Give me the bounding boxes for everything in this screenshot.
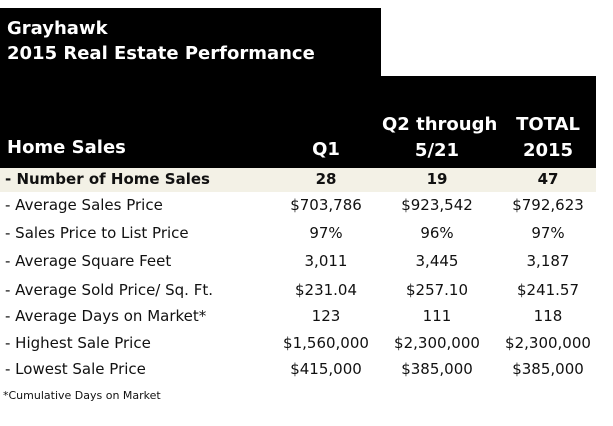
cell-q2: 19 [426, 170, 448, 188]
column-header-q1-text: Q1 [312, 139, 340, 160]
cell-total: $2,300,000 [505, 334, 591, 352]
table-row: - Sales Price to List Price 97% 96% 97% [0, 220, 596, 248]
column-header-q1: Q1 [271, 137, 381, 163]
cell-q1: 97% [309, 224, 343, 242]
cell-q2: 111 [422, 307, 452, 325]
row-label: - Sales Price to List Price [5, 224, 189, 242]
column-header-q2-line1: Q2 through [382, 114, 498, 135]
cell-q2: $2,300,000 [394, 334, 480, 352]
report-title: 2015 Real Estate Performance [7, 43, 315, 64]
row-label: - Number of Home Sales [5, 170, 210, 188]
cell-q2: $385,000 [401, 360, 473, 378]
table-row: - Lowest Sale Price $415,000 $385,000 $3… [0, 356, 596, 384]
cell-total: $241.57 [516, 281, 580, 299]
column-header-total-line1: TOTAL [516, 114, 580, 135]
cell-q1: 28 [315, 170, 337, 188]
row-label: - Lowest Sale Price [5, 360, 146, 378]
highlight-row-background [0, 168, 596, 192]
table-row: - Highest Sale Price $1,560,000 $2,300,0… [0, 330, 596, 358]
cell-total: $385,000 [512, 360, 584, 378]
cell-q2: $257.10 [405, 281, 469, 299]
cell-total: $792,623 [512, 196, 584, 214]
cell-total: 118 [533, 307, 563, 325]
row-label: - Average Square Feet [5, 252, 172, 270]
cell-q1: $231.04 [294, 281, 358, 299]
row-label: - Average Sales Price [5, 196, 163, 214]
row-header-label: Home Sales [7, 137, 126, 158]
cell-q2: 3,445 [415, 252, 459, 270]
table-row: - Average Square Feet 3,011 3,445 3,187 [0, 248, 596, 276]
cell-q2: 96% [420, 224, 454, 242]
column-header-total: TOTAL 2015 [493, 112, 603, 164]
row-label: - Average Sold Price/ Sq. Ft. [5, 281, 213, 299]
column-header-block [0, 76, 596, 168]
footnote: *Cumulative Days on Market [3, 389, 161, 402]
cell-q1: 3,011 [304, 252, 348, 270]
cell-q1: 123 [311, 307, 341, 325]
column-header-q2-line2: 5/21 [414, 140, 460, 161]
table-row: - Average Sold Price/ Sq. Ft. $231.04 $2… [0, 277, 596, 305]
community-name: Grayhawk [7, 18, 108, 39]
row-label: - Average Days on Market* [5, 307, 207, 325]
column-header-total-line2: 2015 [522, 140, 574, 161]
cell-total: 3,187 [526, 252, 570, 270]
cell-total: 47 [537, 170, 559, 188]
column-header-q2: Q2 through 5/21 [382, 112, 498, 164]
cell-total: 97% [531, 224, 565, 242]
table-row: - Number of Home Sales 28 19 47 [0, 166, 596, 194]
cell-q2: $923,542 [401, 196, 473, 214]
table-row: - Average Sales Price $703,786 $923,542 … [0, 192, 596, 220]
table-row: - Average Days on Market* 123 111 118 [0, 303, 596, 331]
title-block [0, 8, 381, 76]
cell-q1: $703,786 [290, 196, 362, 214]
cell-q1: $1,560,000 [283, 334, 369, 352]
cell-q1: $415,000 [290, 360, 362, 378]
row-label: - Highest Sale Price [5, 334, 151, 352]
